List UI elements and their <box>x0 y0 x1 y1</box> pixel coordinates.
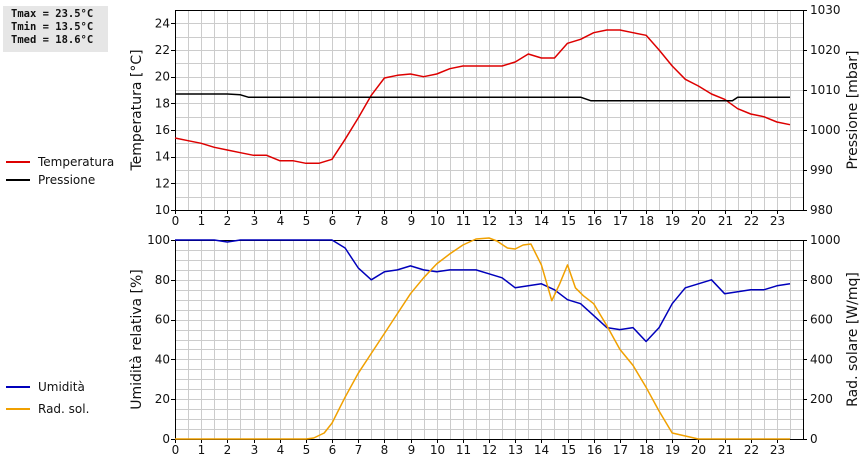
stats-box: Tmax = 23.5°C Tmin = 13.5°C Tmed = 18.6°… <box>3 6 108 52</box>
x-tick-label: 18 <box>639 443 654 457</box>
x-tick-label: 6 <box>329 214 337 228</box>
x-tick-label: 22 <box>744 443 759 457</box>
y-tick-label: 80 <box>155 273 170 287</box>
series-line-umidit <box>175 239 791 343</box>
y2-tick-label: 980 <box>810 203 833 217</box>
grid <box>175 240 803 440</box>
y2-tick-label: 400 <box>810 352 833 366</box>
stat-tmed: Tmed = 18.6°C <box>11 34 94 46</box>
x-tick-label: 16 <box>587 443 602 457</box>
y2-tick-label: 1020 <box>810 43 841 57</box>
y2-tick-label: 1030 <box>810 3 841 17</box>
y-tick-label: 10 <box>155 203 170 217</box>
x-tick-label: 11 <box>456 214 471 228</box>
y2-tick-label: 800 <box>810 273 833 287</box>
legend-label: Rad. sol. <box>38 402 89 416</box>
series-line-temperatura <box>174 29 791 165</box>
x-tick-label: 5 <box>303 443 311 457</box>
legend-label: Temperatura <box>37 155 114 169</box>
x-tick-label: 17 <box>613 443 628 457</box>
y-tick-label: 60 <box>155 313 170 327</box>
x-tick-label: 14 <box>534 443 549 457</box>
grid <box>175 10 803 211</box>
x-tick-label: 4 <box>277 443 285 457</box>
x-tick-label: 10 <box>430 214 445 228</box>
x-tick-label: 8 <box>381 214 389 228</box>
y2-axis-title: Rad. solare [W/mq] <box>845 272 860 407</box>
stat-tmax: Tmax = 23.5°C <box>11 8 94 20</box>
x-tick-label: 21 <box>718 443 733 457</box>
y-tick-label: 16 <box>155 123 170 137</box>
legend-label: Pressione <box>38 173 95 187</box>
y-axis-title: Temperatura [°C] <box>129 49 145 171</box>
x-tick-label: 12 <box>482 443 497 457</box>
x-tick-label: 23 <box>770 443 785 457</box>
y-tick-label: 100 <box>147 233 170 247</box>
x-tick-label: 15 <box>561 443 576 457</box>
x-tick-label: 1 <box>198 443 206 457</box>
x-tick-label: 6 <box>329 443 337 457</box>
y-tick-label: 22 <box>155 43 170 57</box>
y-tick-label: 14 <box>155 150 170 164</box>
x-tick-label: 7 <box>355 214 363 228</box>
x-tick-label: 19 <box>665 214 680 228</box>
y2-tick-label: 1010 <box>810 83 841 97</box>
x-tick-label: 20 <box>691 214 706 228</box>
x-tick-label: 7 <box>355 443 363 457</box>
x-tick-label: 20 <box>691 443 706 457</box>
y2-tick-label: 1000 <box>810 123 841 137</box>
x-tick-label: 0 <box>172 443 180 457</box>
y-tick-label: 12 <box>155 176 170 190</box>
y2-tick-label: 200 <box>810 392 833 406</box>
x-tick-label: 9 <box>408 443 416 457</box>
y-tick-label: 20 <box>155 70 170 84</box>
x-tick-label: 1 <box>198 214 206 228</box>
x-tick-label: 10 <box>430 443 445 457</box>
y2-tick-label: 1000 <box>810 233 841 247</box>
y-tick-label: 18 <box>155 96 170 110</box>
x-tick-label: 14 <box>534 214 549 228</box>
x-tick-label: 8 <box>381 443 389 457</box>
x-tick-label: 2 <box>224 214 232 228</box>
x-tick-label: 3 <box>251 214 259 228</box>
x-tick-label: 23 <box>770 214 785 228</box>
x-tick-label: 11 <box>456 443 471 457</box>
x-tick-label: 13 <box>508 443 523 457</box>
y-axis-title: Umidità relativa [%] <box>129 269 145 410</box>
x-tick-label: 4 <box>277 214 285 228</box>
y2-tick-label: 0 <box>810 432 818 446</box>
x-tick-label: 18 <box>639 214 654 228</box>
y-tick-label: 24 <box>155 16 170 30</box>
x-tick-label: 2 <box>224 443 232 457</box>
y2-axis-title: Pressione [mbar] <box>845 50 860 169</box>
series-line-radsol <box>175 237 790 440</box>
x-tick-label: 16 <box>587 214 602 228</box>
legend-label: Umidità <box>38 380 85 394</box>
y-tick-label: 40 <box>155 352 170 366</box>
x-tick-label: 9 <box>408 214 416 228</box>
panel-temperature-pressure: 0 1 2 3 4 5 6 7 8 9 10 11 12 13 14 15 16 17 18 19 20 21 22 2310… <box>6 3 860 228</box>
x-tick-label: 15 <box>561 214 576 228</box>
x-tick-label: 13 <box>508 214 523 228</box>
y2-tick-label: 600 <box>810 313 833 327</box>
x-tick-label: 3 <box>251 443 259 457</box>
y-tick-label: 20 <box>155 392 170 406</box>
y-tick-label: 0 <box>162 432 170 446</box>
x-tick-label: 22 <box>744 214 759 228</box>
series-line-pressione <box>175 93 790 102</box>
x-tick-label: 17 <box>613 214 628 228</box>
x-tick-label: 19 <box>665 443 680 457</box>
stat-tmin: Tmin = 13.5°C <box>11 21 94 33</box>
panel-humidity-radiation: 0 1 2 3 4 5 6 7 8 9 10 11 12 13 14 15 16 17 18 19 20 21 22 2302… <box>6 233 860 457</box>
x-tick-label: 0 <box>172 214 180 228</box>
x-tick-label: 12 <box>482 214 497 228</box>
x-tick-label: 5 <box>303 214 311 228</box>
x-tick-label: 21 <box>718 214 733 228</box>
y2-tick-label: 990 <box>810 163 833 177</box>
